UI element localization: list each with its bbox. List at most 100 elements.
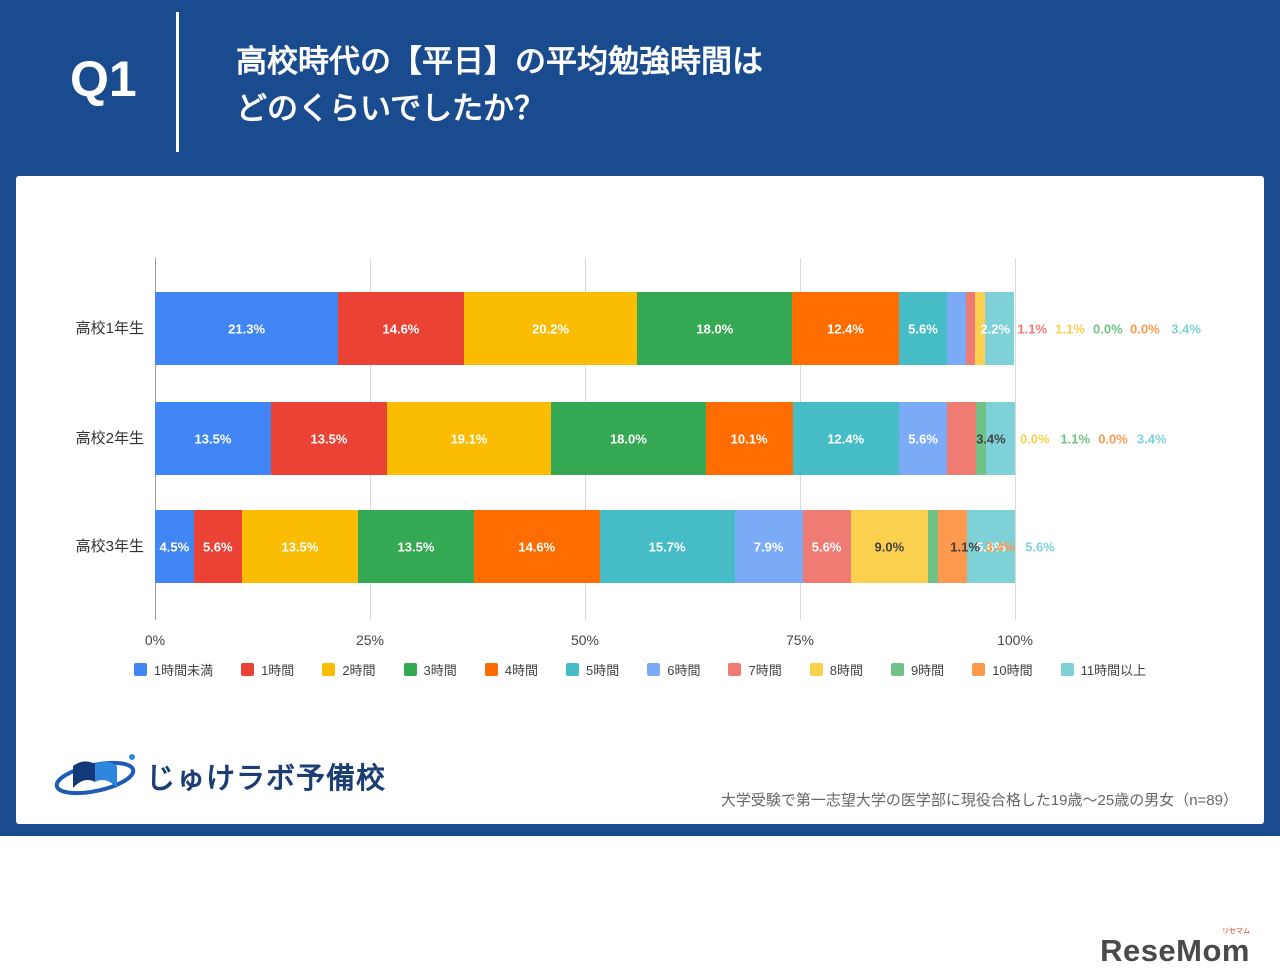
segment-value-label: 18.0% [696, 321, 734, 336]
legend-item: 6時間 [647, 660, 700, 679]
overflow-value-label: 2.2% [980, 321, 1011, 336]
bar-segment [928, 510, 938, 583]
brand-name: じゅけラボ予備校 [146, 763, 387, 795]
legend-swatch [728, 663, 742, 676]
bar-segment [947, 292, 966, 365]
x-axis-tick: 50% [570, 632, 600, 648]
overflow-value-label: 0.0% [1093, 321, 1123, 336]
bar-row: 21.3% 14.6% 20.2% 18.0% 12.4% 5.6% 2.2% 1.1% 1.1… [155, 292, 1201, 365]
legend-swatch [322, 663, 336, 676]
bar-segment: 19.1% [386, 402, 552, 475]
overflow-value-label: 3.4% [985, 539, 1016, 554]
legend-item: 9時間 [890, 660, 945, 679]
category-label: 高校3年生 [75, 538, 144, 555]
legend-label: 11時間以上 [1080, 663, 1147, 678]
segment-value-label: 13.5% [310, 431, 348, 446]
legend-label: 6時間 [667, 663, 701, 678]
survey-note: 大学受験で第一志望大学の医学部に現役合格した19歳〜25歳の男女（n=89） [720, 792, 1238, 809]
overflow-value-label: 1.1% [1017, 321, 1048, 336]
legend-label: 9時間 [910, 663, 945, 678]
overflow-value-label: 1.1% [1060, 431, 1091, 446]
segment-value-label: 20.2% [532, 321, 570, 336]
legend-label: 2時間 [342, 663, 376, 678]
legend-item: 7時間 [728, 660, 782, 679]
question-title: 高校時代の【平日】の平均勉強時間は どのくらいでしたか？ [236, 38, 763, 132]
resemom-logo: ReseMom リセマム [1100, 928, 1250, 969]
bar-segment: 10.1% [705, 402, 793, 475]
bar-segment: 4.5% [155, 510, 194, 583]
segment-value-label: 7.9% [753, 539, 784, 554]
legend-item: 2時間 [322, 660, 376, 679]
category-label: 高校1年生 [75, 320, 144, 337]
bar-segment: 5.6% [802, 510, 851, 583]
legend-swatch [809, 663, 823, 676]
brand-icon [54, 754, 136, 796]
segment-value-label: 13.5% [281, 539, 319, 554]
question-number: Q1 [70, 51, 137, 107]
bar-segment: 7.9% [734, 510, 803, 583]
overflow-value-label: 1.1% [950, 539, 980, 554]
category-label: 高校2年生 [75, 430, 144, 447]
bar-segment: 18.0% [551, 402, 706, 475]
segment-value-label: 19.1% [450, 431, 488, 446]
chart-card: 0% 25% 50% 75% 100% 高校1年生 21.3% 14.6% 20.2% 18.0%… [16, 176, 1264, 824]
overflow-value-label: 3.4% [976, 431, 1006, 446]
gridline [1015, 258, 1016, 620]
segment-value-label: 10.1% [730, 431, 768, 446]
x-axis-tick: 25% [355, 632, 385, 648]
legend-label: 3時間 [423, 663, 457, 678]
legend-swatch [647, 663, 661, 676]
segment-value-label: 4.5% [159, 539, 190, 554]
segment-value-label: 5.6% [908, 321, 938, 336]
segment-value-label: 9.0% [874, 539, 905, 554]
legend-label: 4時間 [504, 663, 539, 678]
legend-item: 3時間 [403, 660, 457, 679]
bar-segment: 13.5% [270, 402, 387, 475]
bar-segment: 20.2% [463, 292, 638, 365]
legend-swatch [484, 663, 498, 676]
resemom-logo-text: ReseMom [1100, 933, 1250, 968]
x-axis-tick: 0% [144, 632, 166, 648]
overflow-value-label: 5.6% [1025, 539, 1055, 554]
bar-segment [984, 292, 1015, 365]
segment-value-label: 12.4% [827, 431, 865, 446]
legend-item: 8時間 [809, 660, 863, 679]
bar-segment: 18.0% [637, 292, 793, 365]
bar-segment: 14.6% [338, 292, 464, 365]
overflow-value-label: 3.4% [1136, 431, 1167, 446]
legend-item: 1時間 [241, 660, 294, 679]
legend-label: 5時間 [586, 663, 620, 678]
question-header: Q1 高校時代の【平日】の平均勉強時間は どのくらいでしたか？ [0, 0, 1280, 176]
bar-segment: 13.5% [155, 402, 271, 475]
legend-item: 1時間未満 [133, 660, 214, 679]
legend-swatch [890, 663, 904, 676]
legend-item: 4時間 [484, 660, 539, 679]
segment-value-label: 5.6% [811, 539, 842, 554]
bar-segment: 13.5% [357, 510, 475, 583]
header-divider [176, 12, 179, 152]
bar-segment: 5.6% [899, 402, 948, 475]
segment-value-label: 21.3% [228, 321, 266, 336]
overflow-value-label: 0.0% [1130, 321, 1160, 336]
segment-value-label: 14.6% [382, 321, 420, 336]
segment-value-label: 5.6% [202, 539, 233, 554]
resemom-logo-katakana: リセマム [1222, 928, 1250, 935]
segment-value-label: 12.4% [827, 321, 864, 336]
bar-segment [975, 292, 985, 365]
legend-swatch [241, 663, 255, 676]
overflow-value-label: 0.0% [1098, 431, 1128, 446]
bar-segment [947, 402, 977, 475]
bar-segment: 14.6% [474, 510, 600, 583]
legend: 1時間未満 1時間 2時間 3時間 4時間 5時間 6時間 7時間 8時間 9時間 10時間 11時間… [16, 660, 1264, 679]
legend-label: 1時間未満 [153, 663, 214, 678]
legend-item: 11時間以上 [1060, 660, 1147, 679]
question-title-line1: 高校時代の【平日】の平均勉強時間は [236, 44, 763, 79]
segment-value-label: 18.0% [609, 431, 647, 446]
overflow-value-label: 1.1% [1055, 321, 1085, 336]
legend-swatch [133, 663, 147, 676]
bar-segment: 5.6% [966, 510, 1015, 583]
bar-segment: 15.7% [599, 510, 735, 583]
bar-segment: 5.6% [898, 292, 948, 365]
bar-row: 4.5% 5.6% 13.5% 13.5% 14.6% 15.7% 7.9% 5.6% 9.0%… [155, 510, 1055, 583]
legend-label: 8時間 [829, 663, 863, 678]
